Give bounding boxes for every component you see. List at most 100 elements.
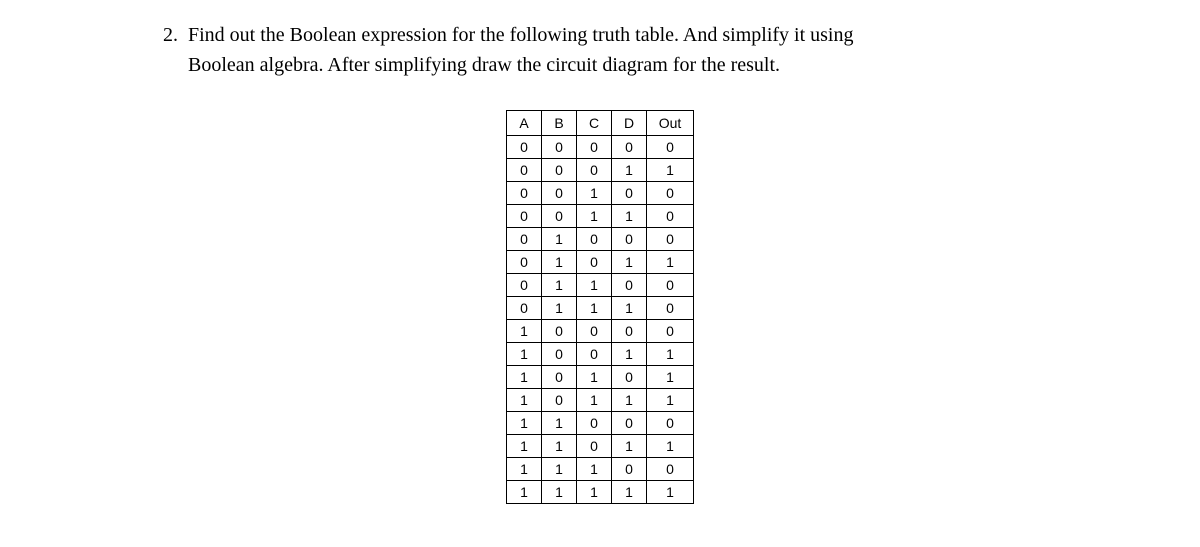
col-header-a: A	[507, 111, 542, 136]
table-cell: 0	[507, 159, 542, 182]
col-header-d: D	[612, 111, 647, 136]
table-cell: 0	[577, 228, 612, 251]
table-cell: 0	[612, 412, 647, 435]
table-cell: 0	[542, 136, 577, 159]
table-row: 01011	[507, 251, 694, 274]
table-row: 10000	[507, 320, 694, 343]
table-cell: 0	[577, 343, 612, 366]
table-row: 11100	[507, 458, 694, 481]
table-cell: 1	[647, 251, 694, 274]
table-cell: 0	[542, 389, 577, 412]
table-cell: 1	[507, 389, 542, 412]
table-cell: 1	[507, 435, 542, 458]
table-cell: 0	[612, 320, 647, 343]
table-cell: 1	[507, 343, 542, 366]
table-row: 11111	[507, 481, 694, 504]
table-cell: 0	[647, 458, 694, 481]
table-row: 10111	[507, 389, 694, 412]
table-cell: 1	[507, 320, 542, 343]
table-cell: 1	[612, 343, 647, 366]
table-cell: 0	[612, 136, 647, 159]
table-cell: 1	[542, 274, 577, 297]
truth-table-body: 0000000011001000011001000010110110001110…	[507, 136, 694, 504]
table-cell: 0	[542, 320, 577, 343]
table-cell: 0	[612, 182, 647, 205]
table-cell: 1	[542, 458, 577, 481]
table-cell: 1	[577, 274, 612, 297]
table-cell: 1	[542, 297, 577, 320]
table-cell: 0	[647, 205, 694, 228]
table-cell: 0	[612, 274, 647, 297]
table-cell: 0	[647, 297, 694, 320]
col-header-c: C	[577, 111, 612, 136]
table-cell: 1	[647, 435, 694, 458]
table-cell: 0	[577, 159, 612, 182]
table-cell: 1	[542, 481, 577, 504]
table-cell: 0	[612, 366, 647, 389]
table-cell: 0	[612, 228, 647, 251]
col-header-out: Out	[647, 111, 694, 136]
table-cell: 0	[507, 228, 542, 251]
table-cell: 0	[612, 458, 647, 481]
table-row: 01000	[507, 228, 694, 251]
table-cell: 1	[577, 205, 612, 228]
table-cell: 1	[647, 343, 694, 366]
table-cell: 1	[647, 481, 694, 504]
table-row: 01110	[507, 297, 694, 320]
table-cell: 1	[542, 412, 577, 435]
table-cell: 0	[577, 412, 612, 435]
table-row: 00011	[507, 159, 694, 182]
table-cell: 1	[647, 159, 694, 182]
table-row: 10101	[507, 366, 694, 389]
question-number: 2.	[150, 20, 188, 50]
col-header-b: B	[542, 111, 577, 136]
table-cell: 0	[647, 320, 694, 343]
table-cell: 0	[507, 297, 542, 320]
truth-table-container: A B C D Out 0000000011001000011001000010…	[40, 110, 1160, 504]
table-cell: 0	[647, 182, 694, 205]
table-cell: 0	[507, 251, 542, 274]
table-cell: 0	[507, 182, 542, 205]
table-cell: 0	[577, 320, 612, 343]
table-cell: 1	[577, 389, 612, 412]
table-cell: 1	[577, 366, 612, 389]
question-text: Find out the Boolean expression for the …	[188, 20, 854, 80]
table-cell: 0	[542, 343, 577, 366]
table-cell: 1	[647, 389, 694, 412]
table-cell: 1	[542, 228, 577, 251]
table-cell: 0	[577, 251, 612, 274]
table-row: 01100	[507, 274, 694, 297]
table-row: 11011	[507, 435, 694, 458]
table-cell: 0	[507, 205, 542, 228]
table-cell: 0	[647, 274, 694, 297]
table-cell: 1	[507, 458, 542, 481]
table-row: 10011	[507, 343, 694, 366]
table-row: 11000	[507, 412, 694, 435]
table-cell: 0	[542, 182, 577, 205]
table-cell: 1	[507, 412, 542, 435]
question-line-2: Boolean algebra. After simplifying draw …	[188, 54, 780, 76]
table-cell: 0	[542, 159, 577, 182]
table-cell: 0	[577, 435, 612, 458]
table-cell: 1	[612, 297, 647, 320]
table-cell: 1	[507, 366, 542, 389]
table-cell: 1	[577, 481, 612, 504]
table-row: 00110	[507, 205, 694, 228]
table-cell: 1	[507, 481, 542, 504]
table-cell: 0	[507, 274, 542, 297]
table-cell: 0	[647, 136, 694, 159]
table-cell: 1	[612, 481, 647, 504]
table-cell: 0	[647, 412, 694, 435]
table-cell: 0	[577, 136, 612, 159]
table-row: 00100	[507, 182, 694, 205]
table-cell: 0	[542, 366, 577, 389]
table-cell: 1	[647, 366, 694, 389]
truth-table: A B C D Out 0000000011001000011001000010…	[506, 110, 694, 504]
table-cell: 1	[612, 251, 647, 274]
table-cell: 0	[647, 228, 694, 251]
table-cell: 1	[542, 435, 577, 458]
table-cell: 1	[577, 297, 612, 320]
table-cell: 0	[507, 136, 542, 159]
table-cell: 1	[577, 458, 612, 481]
table-cell: 1	[612, 435, 647, 458]
